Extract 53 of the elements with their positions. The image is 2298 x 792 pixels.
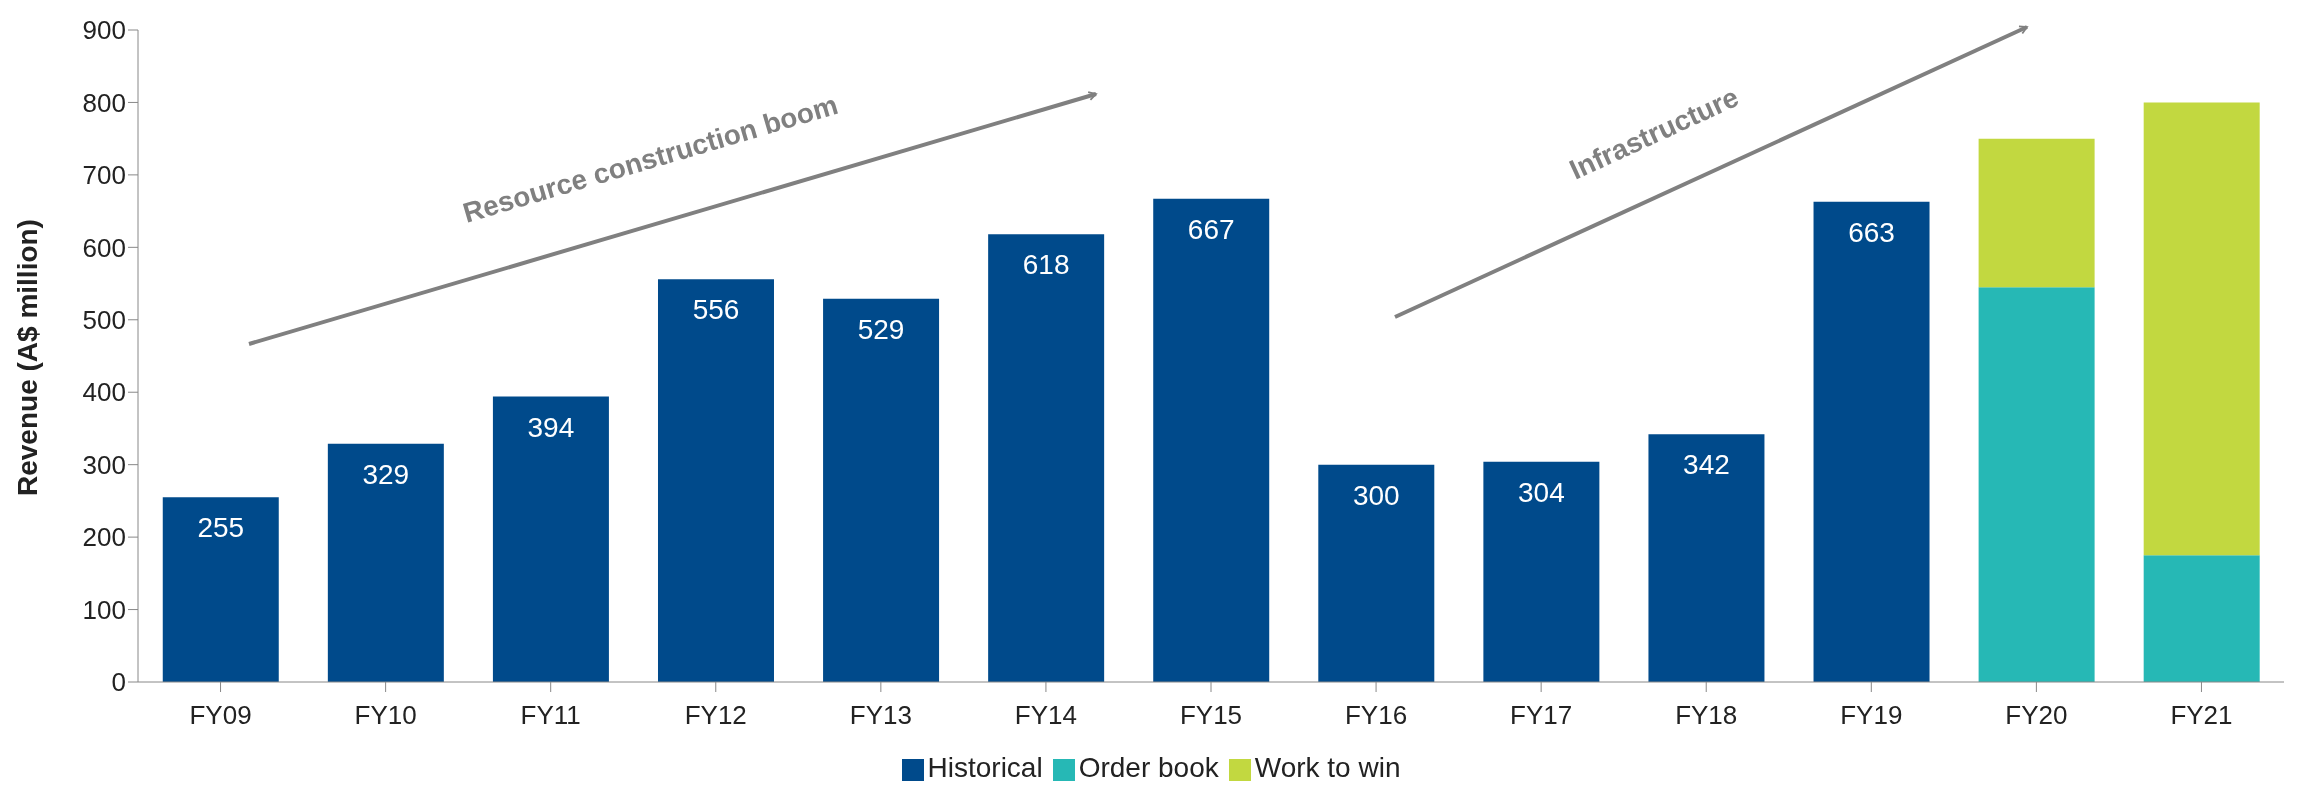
y-axis-title: Revenue (A$ million)	[11, 219, 43, 496]
x-tick-label: FY12	[684, 700, 747, 731]
bar	[2143, 102, 2260, 556]
x-tick-label: FY21	[2170, 700, 2233, 731]
data-label: 300	[1352, 479, 1400, 511]
data-label: 618	[1022, 249, 1070, 281]
data-label: 304	[1518, 476, 1565, 508]
legend-label: Order book	[1078, 752, 1219, 783]
bar	[327, 443, 444, 682]
data-label: 529	[857, 313, 905, 345]
legend-label: Historical	[927, 752, 1043, 783]
x-tick-label: FY16	[1345, 700, 1408, 731]
data-label: 394	[527, 411, 575, 443]
y-tick-label: 900	[82, 15, 126, 46]
x-tick-label: FY09	[189, 700, 252, 731]
data-label: 663	[1848, 216, 1895, 248]
bar	[1813, 201, 1930, 682]
bar	[492, 396, 609, 682]
bar	[2143, 555, 2260, 682]
data-label: 255	[197, 512, 245, 544]
y-tick-label: 700	[82, 160, 126, 191]
data-label: 667	[1187, 213, 1235, 245]
x-tick-label: FY17	[1510, 700, 1573, 731]
x-tick-label: FY10	[354, 700, 417, 731]
bar	[162, 497, 279, 682]
bar	[1648, 434, 1765, 682]
y-tick-label: 600	[82, 232, 126, 263]
y-tick-label: 100	[82, 594, 126, 625]
bar	[988, 234, 1105, 682]
x-tick-label: FY18	[1675, 700, 1738, 731]
bar	[1483, 461, 1600, 682]
x-tick-label: FY14	[1014, 700, 1077, 731]
data-label: 329	[362, 458, 410, 490]
bar	[1978, 138, 2095, 288]
x-tick-label: FY15	[1179, 700, 1243, 731]
bar	[1153, 198, 1270, 682]
x-tick-label: FY20	[2005, 700, 2068, 731]
bar	[1978, 287, 2095, 682]
bar	[1318, 464, 1435, 682]
legend-label: Work to win	[1254, 752, 1401, 783]
y-tick-label: 300	[82, 449, 126, 480]
x-tick-label: FY13	[849, 700, 912, 731]
y-tick-label: 800	[82, 87, 126, 118]
y-tick-label: 200	[82, 522, 126, 553]
x-tick-label: FY19	[1840, 700, 1903, 731]
data-label: 556	[692, 294, 740, 326]
data-label: 342	[1683, 449, 1730, 481]
bar	[823, 298, 940, 682]
bar	[657, 279, 774, 682]
y-tick-label: 0	[111, 667, 126, 698]
y-tick-label: 500	[82, 305, 126, 336]
y-tick-label: 400	[82, 377, 126, 408]
x-tick-label: FY11	[520, 700, 581, 731]
